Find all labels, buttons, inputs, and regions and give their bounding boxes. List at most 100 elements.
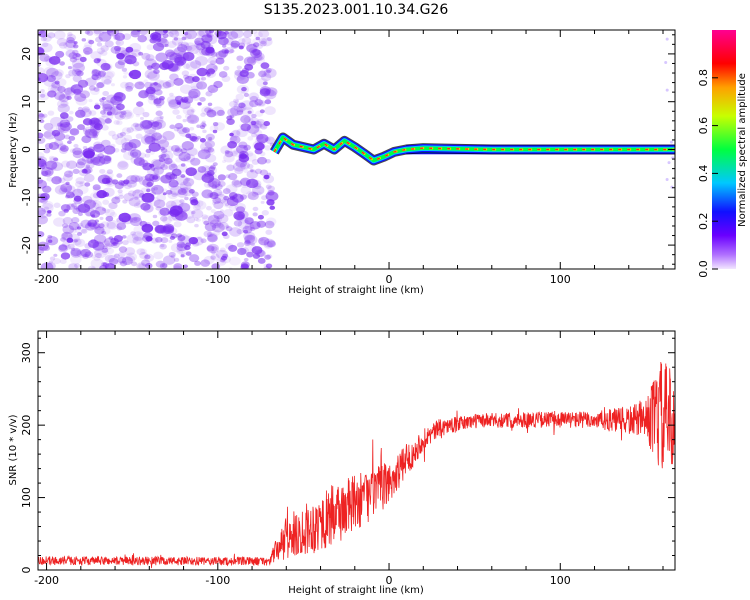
noise-blob — [264, 145, 272, 151]
noise-blob — [253, 42, 260, 48]
noise-blob — [116, 52, 125, 60]
noise-blob — [252, 206, 259, 212]
edge-speck — [665, 88, 669, 92]
noise-blob — [103, 78, 112, 85]
noise-blob — [41, 167, 54, 177]
noise-blob — [153, 82, 158, 86]
noise-blob — [181, 141, 194, 151]
y-tick-label: 10 — [20, 95, 33, 109]
noise-blob — [139, 252, 149, 259]
noise-blob — [213, 65, 218, 70]
noise-blob — [64, 134, 71, 140]
noise-blob — [169, 235, 176, 240]
noise-blob — [195, 218, 201, 222]
noise-blob — [113, 92, 126, 102]
noise-blob — [165, 172, 173, 179]
y-tick-label: 100 — [20, 487, 33, 508]
noise-blob — [169, 124, 176, 130]
noise-blob — [201, 165, 211, 173]
x-tick-label: 100 — [550, 574, 571, 587]
noise-blob — [250, 48, 263, 59]
noise-blob — [257, 214, 264, 220]
noise-blob — [48, 55, 61, 65]
noise-blob — [190, 157, 201, 166]
noise-blob — [131, 261, 138, 267]
noise-blob — [74, 224, 87, 234]
noise-blob — [145, 75, 150, 79]
noise-blob — [252, 212, 258, 217]
noise-blob — [161, 263, 168, 268]
noise-blob — [77, 106, 83, 111]
noise-blob — [89, 199, 102, 210]
noise-blob — [101, 262, 107, 267]
noise-blob — [263, 241, 273, 249]
noise-blob — [236, 74, 249, 84]
noise-blob — [153, 186, 158, 191]
noise-blob — [263, 266, 271, 269]
noise-blob — [93, 87, 100, 92]
noise-blob — [69, 228, 77, 234]
noise-blob — [123, 182, 132, 190]
noise-blob — [88, 129, 98, 137]
noise-blob — [101, 247, 109, 253]
noise-blob — [200, 238, 207, 244]
noise-blob — [81, 135, 92, 144]
noise-blob — [113, 30, 124, 34]
noise-blob — [260, 238, 267, 244]
noise-blob — [82, 126, 95, 136]
edge-speck — [669, 140, 673, 144]
noise-blob — [42, 34, 52, 42]
noise-blob — [151, 121, 160, 128]
noise-blob — [229, 132, 234, 137]
noise-blob — [130, 30, 140, 36]
noise-blob — [258, 237, 264, 242]
noise-blob — [104, 254, 115, 263]
noise-blob — [106, 30, 114, 33]
noise-blob — [158, 36, 168, 44]
noise-blob — [221, 231, 228, 237]
noise-blob — [230, 105, 244, 116]
noise-blob — [78, 222, 84, 227]
noise-blob — [74, 238, 86, 247]
noise-blob — [240, 100, 254, 111]
noise-blob — [95, 252, 102, 259]
noise-blob — [203, 230, 212, 238]
noise-blob — [173, 77, 184, 86]
noise-blob — [54, 69, 64, 77]
noise-blob — [68, 135, 76, 141]
noise-blob — [183, 31, 189, 36]
noise-blob — [43, 148, 51, 154]
x-tick-label: 100 — [550, 273, 571, 286]
noise-blob — [242, 30, 253, 38]
noise-blob — [65, 181, 70, 186]
noise-blob — [98, 31, 112, 42]
noise-blob — [232, 161, 246, 172]
noise-blob — [184, 30, 197, 40]
noise-blob — [65, 121, 71, 126]
noise-blob — [177, 42, 183, 46]
noise-blob — [266, 240, 276, 248]
noise-blob — [63, 87, 73, 95]
noise-blob — [132, 236, 143, 245]
noise-blob — [115, 136, 127, 146]
noise-blob — [88, 39, 95, 45]
noise-blob — [141, 52, 151, 60]
y-tick-label: 0 — [20, 146, 33, 153]
noise-blob — [263, 263, 269, 268]
noise-blob — [133, 233, 145, 242]
noise-blob — [158, 157, 165, 163]
noise-blob — [69, 148, 76, 153]
noise-blob — [208, 137, 213, 141]
noise-blob — [210, 88, 215, 92]
noise-blob — [213, 80, 223, 89]
noise-blob — [58, 244, 68, 251]
noise-blob — [72, 75, 82, 83]
noise-blob — [267, 185, 275, 192]
noise-blob — [151, 138, 159, 145]
noise-blob — [43, 77, 57, 87]
noise-blob — [81, 106, 90, 113]
noise-blob — [246, 235, 253, 240]
noise-blob — [119, 114, 124, 118]
noise-blob — [189, 126, 195, 131]
